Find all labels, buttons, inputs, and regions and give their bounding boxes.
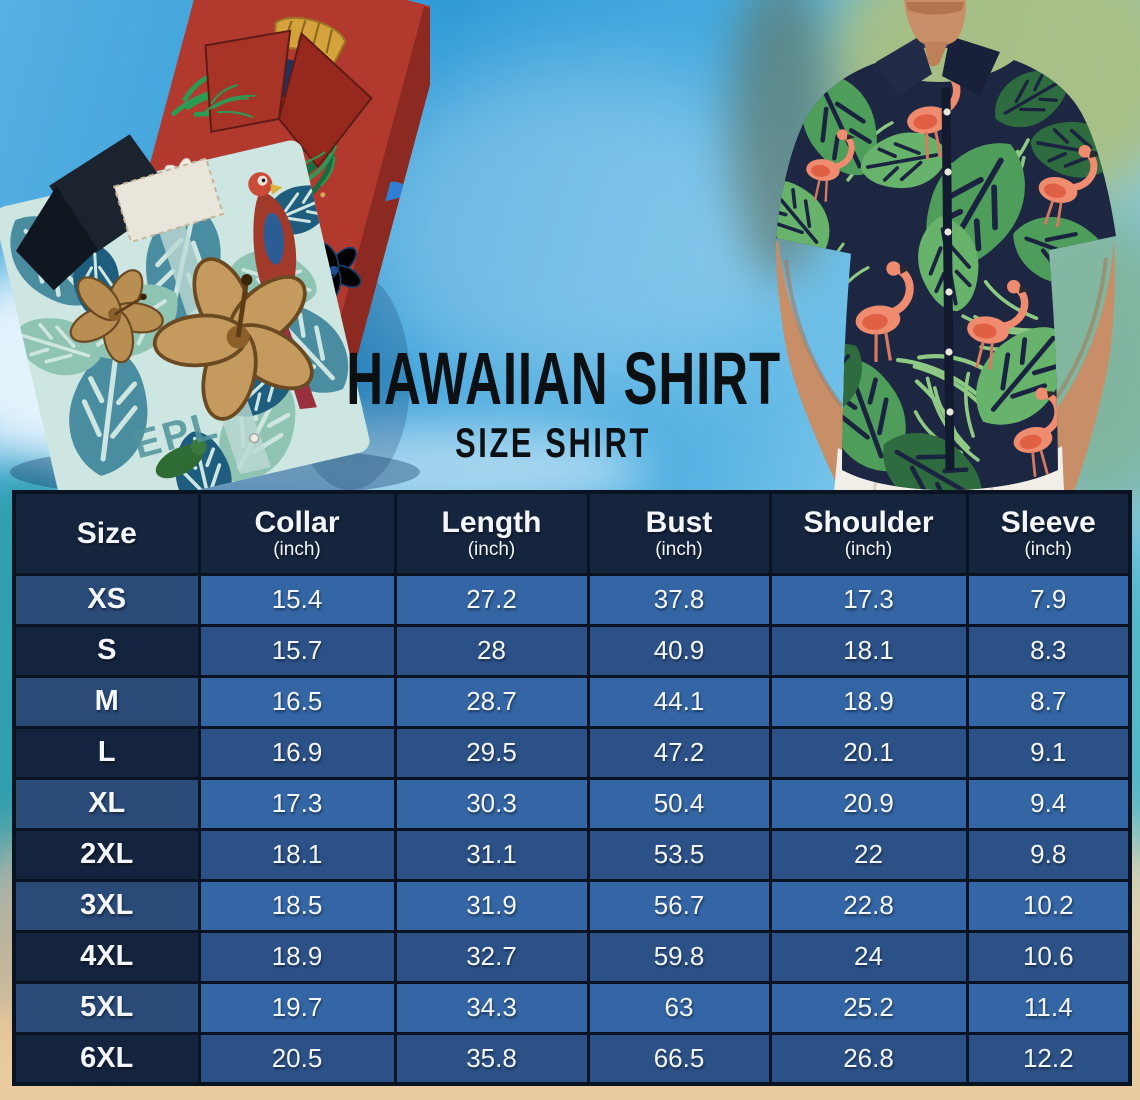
- table-row: XL 17.3 30.3 50.4 20.9 9.4: [12, 776, 1132, 831]
- table-row: 6XL 20.5 35.8 66.5 26.8 12.2: [12, 1031, 1132, 1086]
- size-chart-table: Size Collar (inch) Length (inch) Bust (inch) Sh…: [12, 490, 1132, 1086]
- measurement-cell: 18.9: [197, 929, 397, 984]
- measurement-cell: 7.9: [965, 572, 1132, 627]
- table-row: S 15.7 28 40.9 18.1 8.3: [12, 623, 1132, 678]
- measurement-cell: 9.1: [965, 725, 1132, 780]
- page-title: HAWAIIAN SHIRT: [346, 337, 782, 421]
- model-photo: [776, 0, 1116, 492]
- column-header: Collar (inch): [197, 490, 397, 576]
- measurement-cell: 18.1: [768, 623, 969, 678]
- measurement-cell: 44.1: [586, 674, 772, 729]
- measurement-cell: 29.5: [393, 725, 590, 780]
- measurement-cell: 16.9: [197, 725, 397, 780]
- size-label: 2XL: [12, 827, 201, 882]
- measurement-cell: 17.3: [197, 776, 397, 831]
- column-header: Bust (inch): [586, 490, 772, 576]
- measurement-cell: 35.8: [393, 1031, 590, 1086]
- teal-shirt-inner-label: [112, 157, 225, 244]
- measurement-cell: 18.1: [197, 827, 397, 882]
- measurement-cell: 28: [393, 623, 590, 678]
- table-row: M 16.5 28.7 44.1 18.9 8.7: [12, 674, 1132, 729]
- table-row: 4XL 18.9 32.7 59.8 24 10.6: [12, 929, 1132, 984]
- table-row: XS 15.4 27.2 37.8 17.3 7.9: [12, 572, 1132, 627]
- measurement-cell: 20.9: [768, 776, 969, 831]
- measurement-cell: 53.5: [586, 827, 772, 882]
- table-row: L 16.9 29.5 47.2 20.1 9.1: [12, 725, 1132, 780]
- size-label: 3XL: [12, 878, 201, 933]
- measurement-cell: 18.5: [197, 878, 397, 933]
- measurement-cell: 25.2: [768, 980, 969, 1035]
- title-block: HAWAIIAN SHIRT SIZE SHIRT: [318, 337, 788, 464]
- measurement-cell: 22: [768, 827, 969, 882]
- measurement-cell: 17.3: [768, 572, 969, 627]
- measurement-cell: 10.6: [965, 929, 1132, 984]
- measurement-cell: 37.8: [586, 572, 772, 627]
- size-label: L: [12, 725, 201, 780]
- measurement-cell: 8.7: [965, 674, 1132, 729]
- measurement-cell: 9.8: [965, 827, 1132, 882]
- table-row: 3XL 18.5 31.9 56.7 22.8 10.2: [12, 878, 1132, 933]
- measurement-cell: 15.4: [197, 572, 397, 627]
- size-label: XL: [12, 776, 201, 831]
- measurement-cell: 12.2: [965, 1031, 1132, 1086]
- measurement-cell: 34.3: [393, 980, 590, 1035]
- measurement-cell: 28.7: [393, 674, 590, 729]
- measurement-cell: 22.8: [768, 878, 969, 933]
- size-label: 5XL: [12, 980, 201, 1035]
- measurement-cell: 59.8: [586, 929, 772, 984]
- measurement-cell: 56.7: [586, 878, 772, 933]
- column-header: Length (inch): [393, 490, 590, 576]
- measurement-cell: 8.3: [965, 623, 1132, 678]
- measurement-cell: 11.4: [965, 980, 1132, 1035]
- measurement-cell: 16.5: [197, 674, 397, 729]
- measurement-cell: 26.8: [768, 1031, 969, 1086]
- measurement-cell: 20.1: [768, 725, 969, 780]
- column-header: Shoulder (inch): [768, 490, 969, 576]
- page-subtitle: SIZE SHIRT: [455, 419, 651, 467]
- measurement-cell: 15.7: [197, 623, 397, 678]
- measurement-cell: 20.5: [197, 1031, 397, 1086]
- measurement-cell: 30.3: [393, 776, 590, 831]
- measurement-cell: 24: [768, 929, 969, 984]
- size-table-header-row: Size Collar (inch) Length (inch) Bust (inch) Sh…: [12, 490, 1132, 576]
- size-label: 4XL: [12, 929, 201, 984]
- shirt-collar: [876, 36, 932, 96]
- measurement-cell: 63: [586, 980, 772, 1035]
- size-label: 6XL: [12, 1031, 201, 1086]
- measurement-cell: 31.9: [393, 878, 590, 933]
- table-row: 2XL 18.1 31.1 53.5 22 9.8: [12, 827, 1132, 882]
- measurement-cell: 19.7: [197, 980, 397, 1035]
- folded-shirts-photo: M: [0, 0, 430, 500]
- size-label: XS: [12, 572, 201, 627]
- model-neck: [904, 0, 966, 67]
- measurement-cell: 18.9: [768, 674, 969, 729]
- table-row: 5XL 19.7 34.3 63 25.2 11.4: [12, 980, 1132, 1035]
- measurement-cell: 9.4: [965, 776, 1132, 831]
- measurement-cell: 10.2: [965, 878, 1132, 933]
- size-table-body: XS 15.4 27.2 37.8 17.3 7.9 S 15.7 28 40.9 18.1 8.3 M…: [12, 572, 1132, 1086]
- column-header: Size: [12, 490, 201, 576]
- measurement-cell: 32.7: [393, 929, 590, 984]
- column-header: Sleeve (inch): [965, 490, 1132, 576]
- size-label: S: [12, 623, 201, 678]
- measurement-cell: 50.4: [586, 776, 772, 831]
- size-label: M: [12, 674, 201, 729]
- measurement-cell: 27.2: [393, 572, 590, 627]
- teal-shirt-illustration: EPL: [0, 134, 402, 500]
- measurement-cell: 66.5: [586, 1031, 772, 1086]
- measurement-cell: 40.9: [586, 623, 772, 678]
- measurement-cell: 31.1: [393, 827, 590, 882]
- measurement-cell: 47.2: [586, 725, 772, 780]
